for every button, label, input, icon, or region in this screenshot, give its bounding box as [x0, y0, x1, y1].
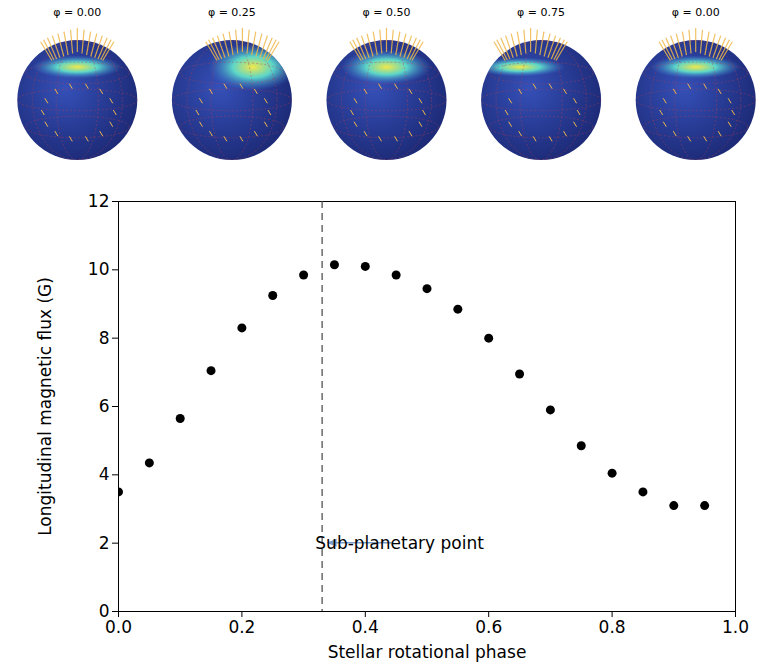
svg-text:0.0: 0.0 — [105, 616, 132, 637]
svg-text:φ = 0.50: φ = 0.50 — [363, 6, 411, 19]
svg-text:φ = 0.25: φ = 0.25 — [208, 6, 256, 19]
svg-text:1.0: 1.0 — [722, 617, 749, 637]
svg-text:0.2: 0.2 — [228, 617, 255, 637]
svg-text:Sub-planetary point: Sub-planetary point — [315, 533, 484, 553]
svg-text:Longitudinal magnetic flux (G): Longitudinal magnetic flux (G) — [35, 277, 55, 536]
svg-text:0.6: 0.6 — [475, 617, 502, 637]
svg-text:φ = 0.00: φ = 0.00 — [53, 6, 101, 19]
svg-text:0: 0 — [99, 601, 110, 621]
svg-text:Stellar rotational phase: Stellar rotational phase — [328, 642, 527, 662]
svg-text:12: 12 — [88, 191, 110, 211]
svg-text:4: 4 — [99, 464, 110, 484]
svg-text:0.4: 0.4 — [352, 617, 379, 637]
svg-text:8: 8 — [99, 328, 110, 348]
svg-text:10: 10 — [88, 259, 110, 279]
svg-text:6: 6 — [99, 396, 110, 416]
svg-text:φ = 0.00: φ = 0.00 — [672, 6, 720, 19]
svg-text:2: 2 — [99, 533, 110, 553]
svg-text:φ = 0.75: φ = 0.75 — [517, 6, 565, 19]
svg-text:0.8: 0.8 — [599, 617, 626, 637]
